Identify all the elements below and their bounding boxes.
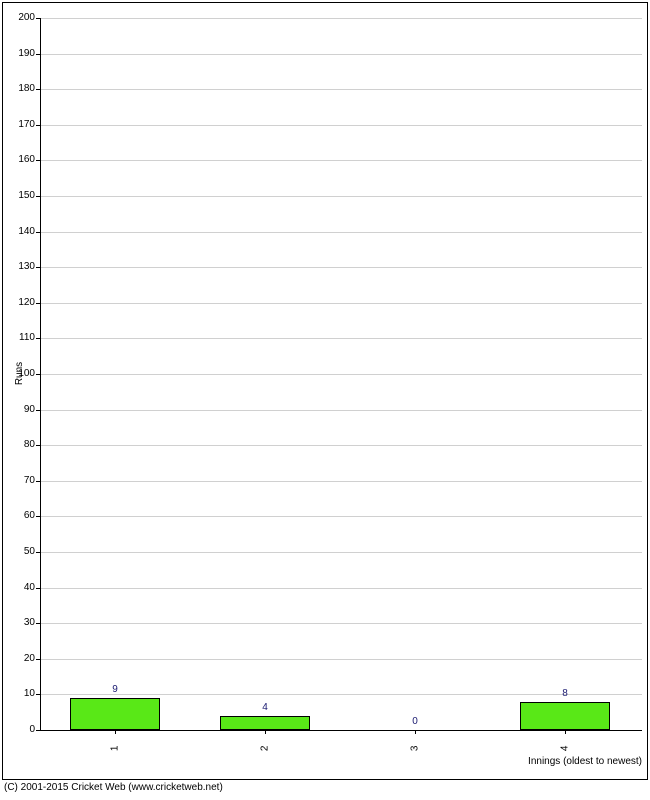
bar bbox=[520, 702, 610, 730]
bar-value-label: 9 bbox=[70, 684, 160, 695]
x-tick-mark bbox=[565, 730, 566, 734]
y-axis-title: Runs bbox=[14, 362, 25, 385]
x-tick-label: 1 bbox=[110, 746, 121, 776]
y-tick-label: 70 bbox=[10, 475, 35, 486]
x-axis-title: Innings (oldest to newest) bbox=[528, 756, 642, 767]
y-tick-label: 40 bbox=[10, 582, 35, 593]
gridline bbox=[40, 18, 642, 19]
gridline bbox=[40, 410, 642, 411]
y-tick-label: 50 bbox=[10, 546, 35, 557]
y-tick-label: 10 bbox=[10, 688, 35, 699]
gridline bbox=[40, 89, 642, 90]
copyright-text: (C) 2001-2015 Cricket Web (www.cricketwe… bbox=[4, 782, 223, 793]
y-tick-label: 80 bbox=[10, 439, 35, 450]
y-tick-label: 110 bbox=[10, 332, 35, 343]
bar-value-label: 0 bbox=[370, 716, 460, 727]
bar bbox=[220, 716, 310, 730]
x-tick-label: 2 bbox=[260, 746, 271, 776]
y-tick-label: 140 bbox=[10, 226, 35, 237]
y-axis-line bbox=[40, 18, 41, 730]
gridline bbox=[40, 516, 642, 517]
y-tick-label: 30 bbox=[10, 617, 35, 628]
x-tick-mark bbox=[265, 730, 266, 734]
gridline bbox=[40, 160, 642, 161]
gridline bbox=[40, 588, 642, 589]
y-tick-label: 90 bbox=[10, 404, 35, 415]
y-tick-label: 190 bbox=[10, 48, 35, 59]
y-tick-label: 130 bbox=[10, 261, 35, 272]
bar-value-label: 4 bbox=[220, 702, 310, 713]
gridline bbox=[40, 623, 642, 624]
gridline bbox=[40, 303, 642, 304]
bar-value-label: 8 bbox=[520, 688, 610, 699]
x-tick-mark bbox=[415, 730, 416, 734]
y-tick-label: 0 bbox=[10, 724, 35, 735]
bar bbox=[70, 698, 160, 730]
y-tick-label: 120 bbox=[10, 297, 35, 308]
gridline bbox=[40, 54, 642, 55]
gridline bbox=[40, 125, 642, 126]
x-tick-label: 3 bbox=[410, 746, 421, 776]
gridline bbox=[40, 374, 642, 375]
gridline bbox=[40, 196, 642, 197]
gridline bbox=[40, 481, 642, 482]
y-tick-label: 180 bbox=[10, 83, 35, 94]
gridline bbox=[40, 445, 642, 446]
y-tick-label: 20 bbox=[10, 653, 35, 664]
chart-container: 0102030405060708090100110120130140150160… bbox=[0, 0, 650, 800]
x-axis-line bbox=[40, 730, 642, 731]
gridline bbox=[40, 552, 642, 553]
y-tick-label: 200 bbox=[10, 12, 35, 23]
gridline bbox=[40, 659, 642, 660]
gridline bbox=[40, 267, 642, 268]
x-tick-mark bbox=[115, 730, 116, 734]
gridline bbox=[40, 338, 642, 339]
y-tick-label: 150 bbox=[10, 190, 35, 201]
y-tick-label: 170 bbox=[10, 119, 35, 130]
y-tick-label: 60 bbox=[10, 510, 35, 521]
gridline bbox=[40, 232, 642, 233]
y-tick-label: 160 bbox=[10, 154, 35, 165]
